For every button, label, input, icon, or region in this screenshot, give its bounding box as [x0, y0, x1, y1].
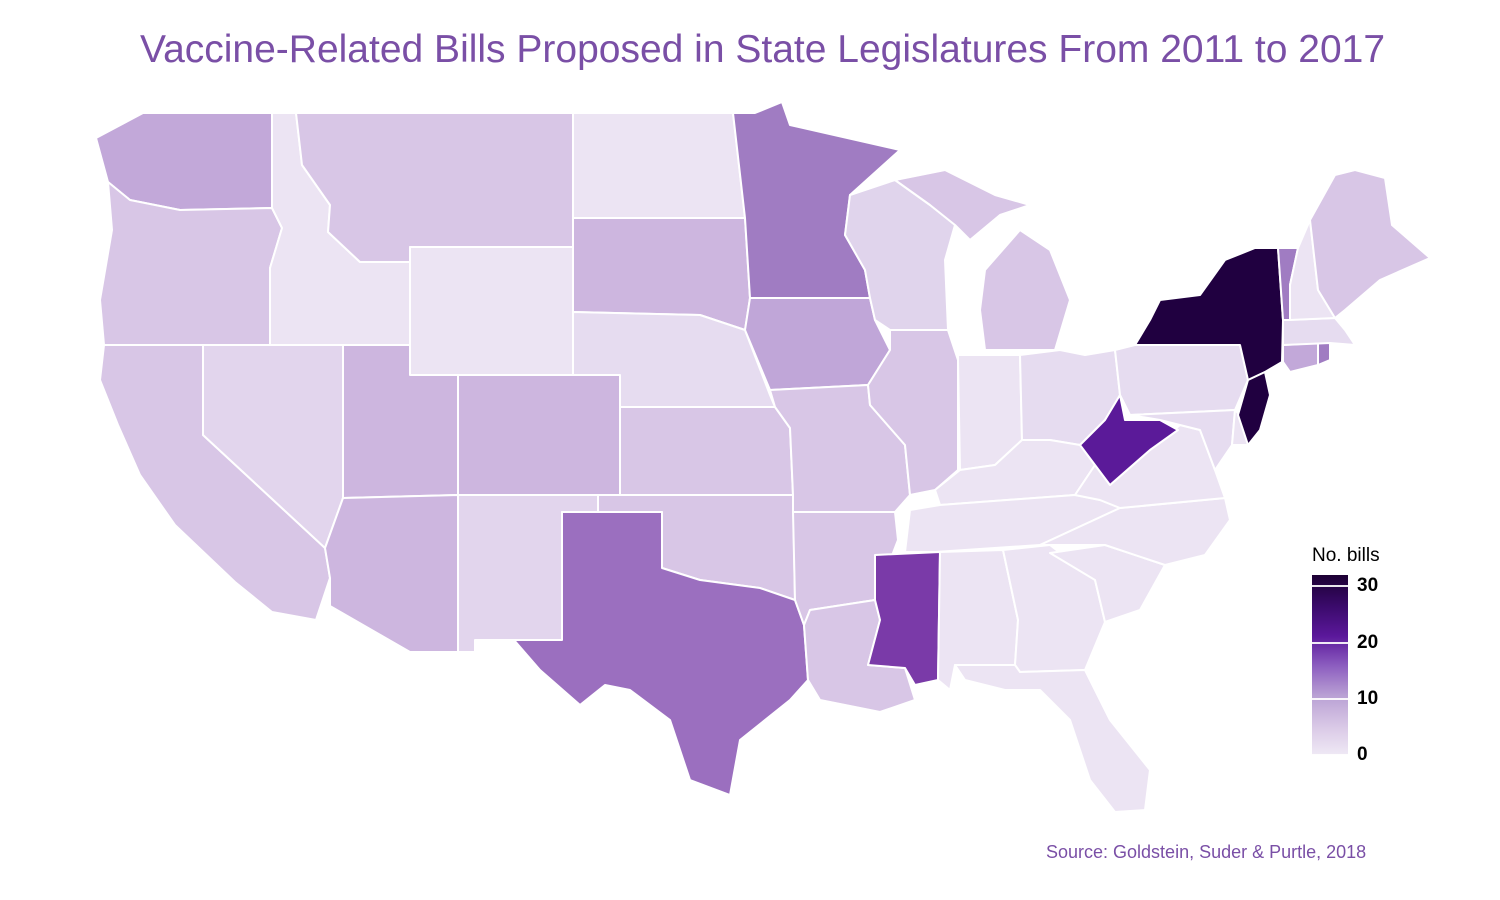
state-MS[interactable]: [867, 551, 941, 686]
color-legend: No. bills 30 20 10 0: [1312, 545, 1432, 765]
state-WY[interactable]: [409, 246, 574, 376]
state-NJ[interactable]: [1237, 371, 1271, 446]
state-CT[interactable]: [1282, 342, 1319, 373]
legend-tickmark: [1312, 697, 1348, 700]
legend-tick-label: 10: [1357, 687, 1379, 709]
state-WV[interactable]: [1079, 394, 1179, 486]
map-title: Vaccine-Related Bills Proposed in State …: [139, 28, 1386, 71]
state-MA[interactable]: [1282, 317, 1356, 346]
legend-colorbar: [1312, 575, 1348, 756]
state-FL[interactable]: [954, 664, 1151, 813]
legend-tickmark: [1312, 641, 1348, 644]
legend-tickmark: [1312, 585, 1348, 588]
state-KS[interactable]: [619, 406, 794, 496]
state-IA[interactable]: [744, 297, 891, 391]
source-note: Source: Goldstein, Suder & Purtle, 2018: [1046, 842, 1367, 862]
legend-tickmark: [1312, 754, 1348, 756]
legend-tick-label: 20: [1357, 631, 1379, 653]
state-IL[interactable]: [867, 329, 959, 496]
state-CO[interactable]: [457, 374, 621, 496]
state-MI[interactable]: [894, 169, 1071, 351]
state-AZ[interactable]: [324, 494, 459, 653]
state-ND[interactable]: [572, 112, 746, 219]
legend-title: No. bills: [1312, 545, 1380, 566]
legend-tick-label: 0: [1357, 744, 1368, 765]
state-ME[interactable]: [1309, 169, 1431, 319]
state-MT[interactable]: [295, 112, 574, 263]
state-TX[interactable]: [513, 511, 809, 796]
state-PA[interactable]: [1114, 344, 1249, 416]
state-RI[interactable]: [1317, 342, 1331, 366]
legend-tick-label: 30: [1357, 575, 1379, 597]
